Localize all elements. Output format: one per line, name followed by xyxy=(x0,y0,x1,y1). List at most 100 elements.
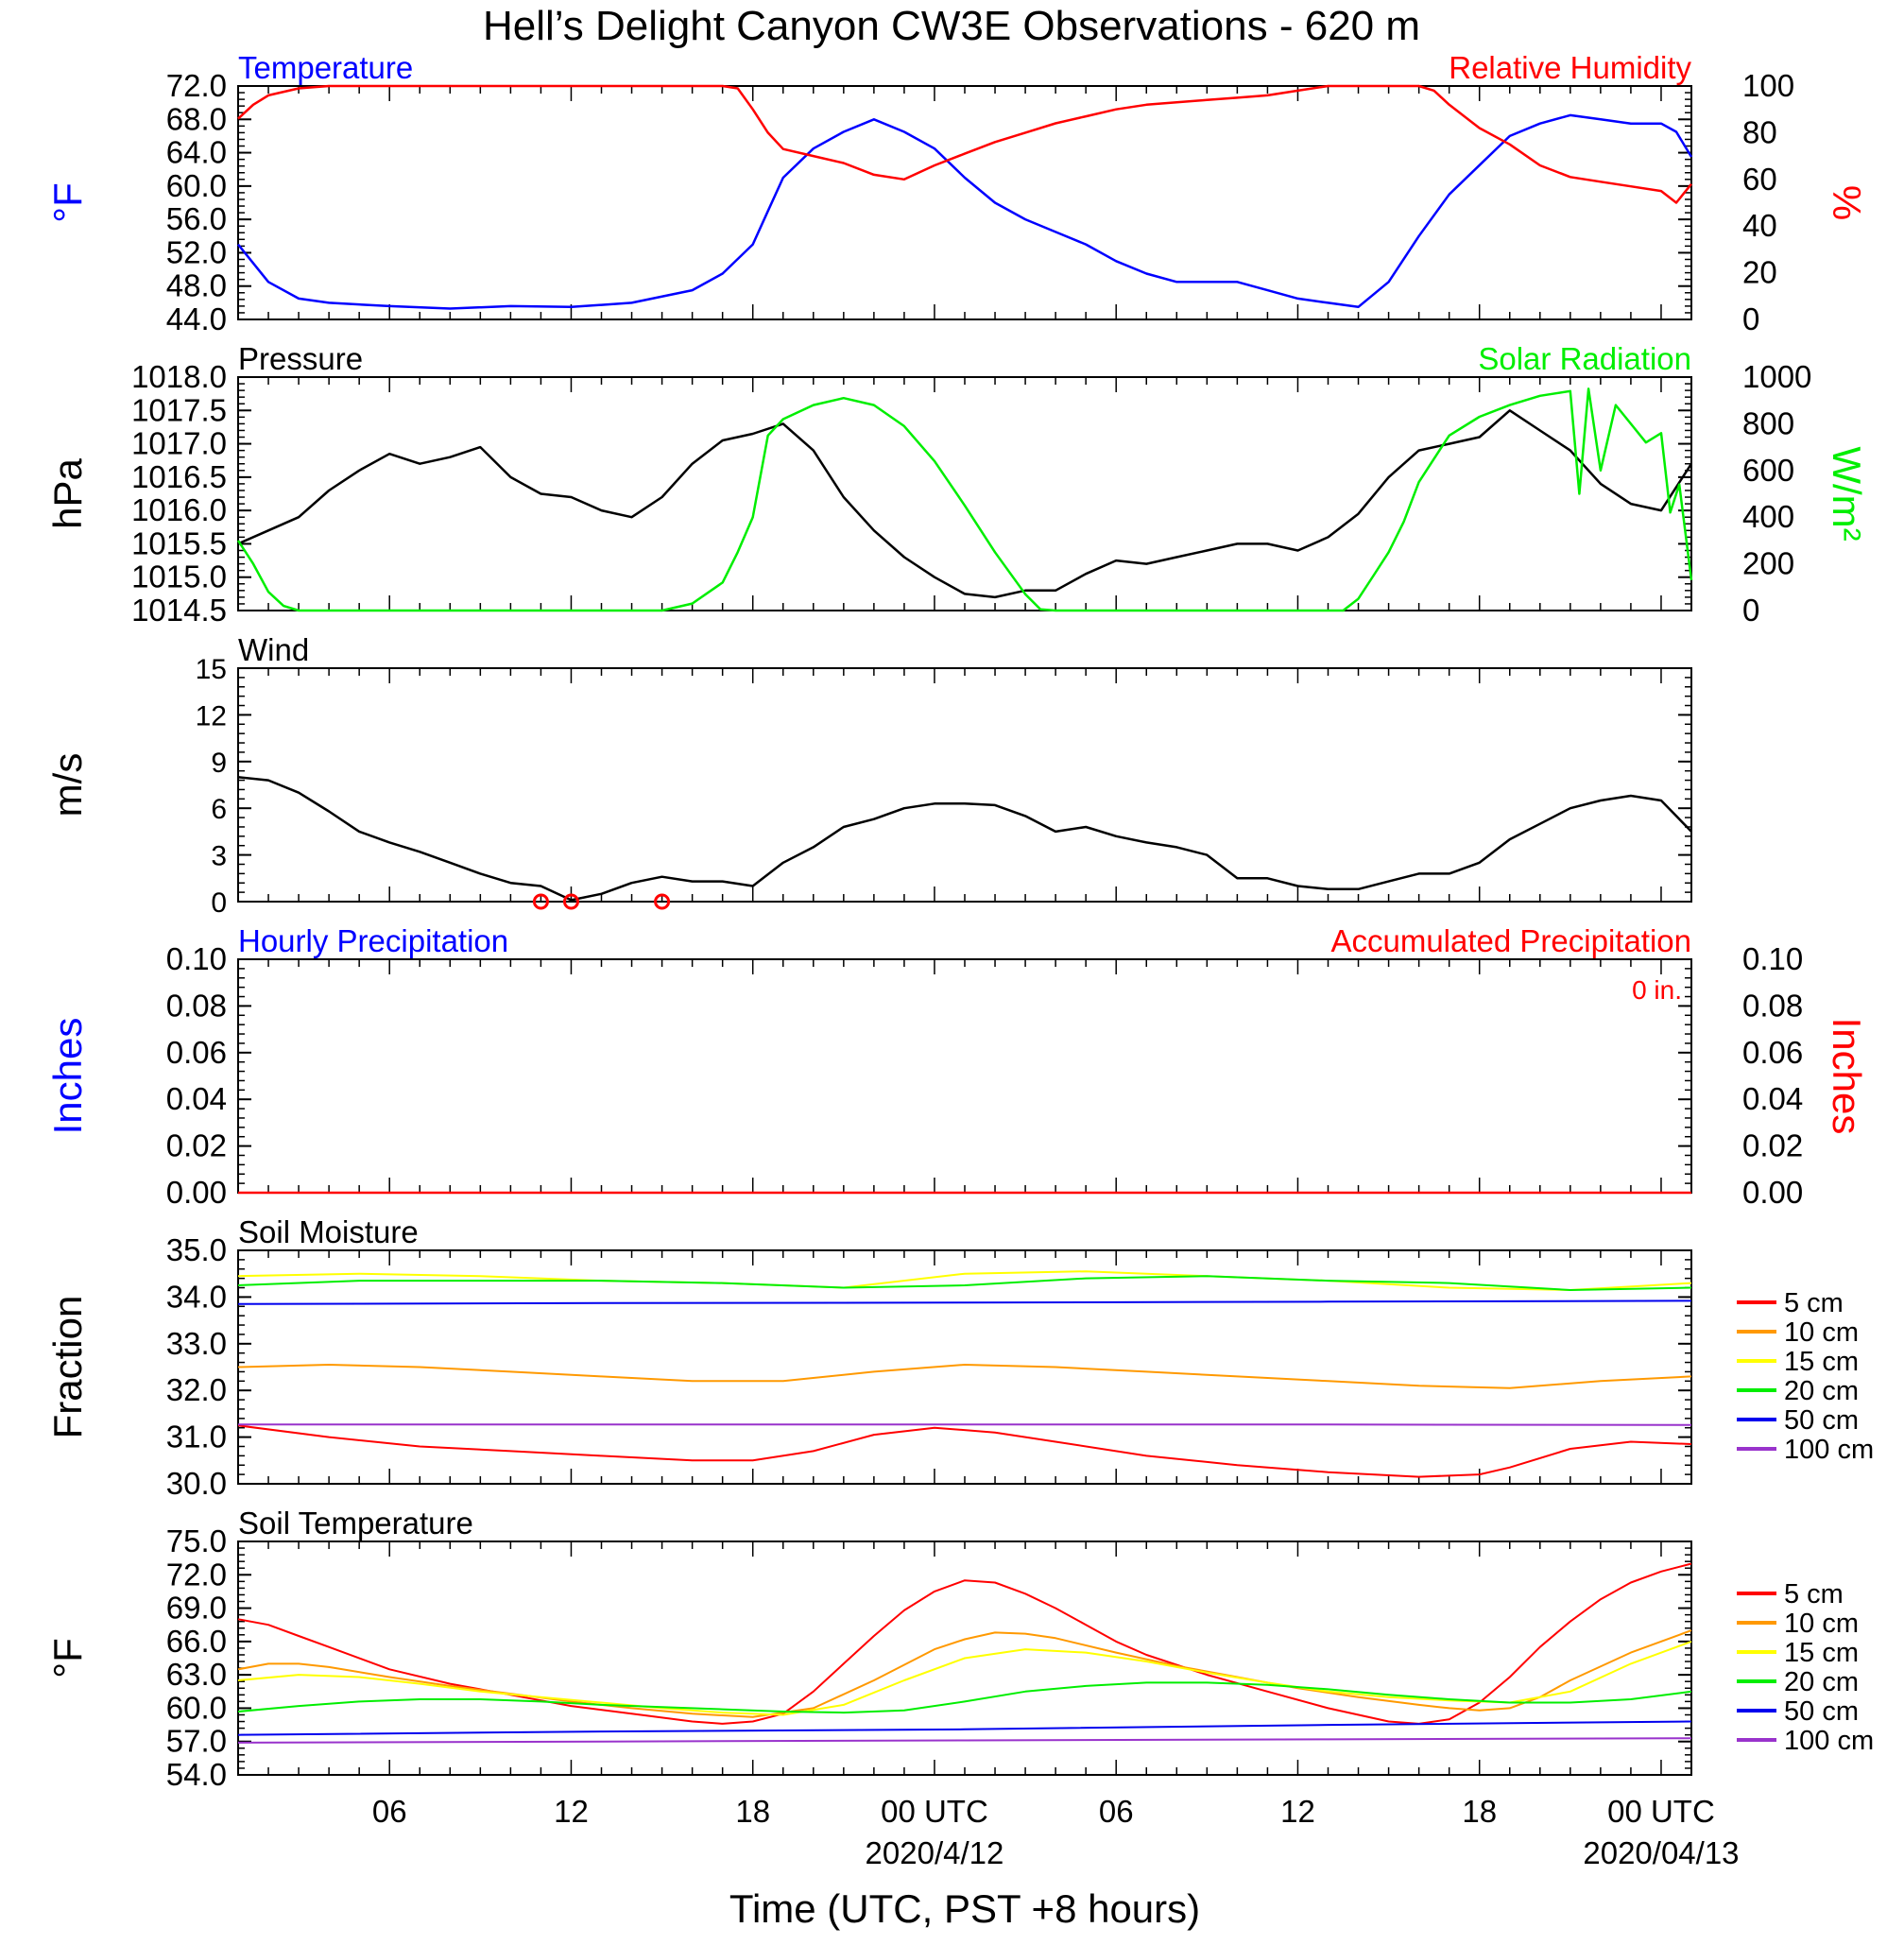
y-tick-label-left: 1014.5 xyxy=(131,593,227,628)
figure-title: Hell’s Delight Canyon CW3E Observations … xyxy=(483,3,1420,49)
y-tick-label-left: 1015.5 xyxy=(131,525,227,560)
panel-title-right: Accumulated Precipitation xyxy=(1330,923,1691,958)
y-tick-label-left: 0.08 xyxy=(166,988,227,1023)
y-axis-label-left: hPa xyxy=(45,457,90,528)
y-tick-label-right: 0.06 xyxy=(1742,1035,1803,1070)
y-tick-label-left: 48.0 xyxy=(166,268,227,303)
x-tick-label: 18 xyxy=(735,1794,770,1829)
y-axis-label-left: Inches xyxy=(45,1018,90,1135)
y-tick-label-left: 68.0 xyxy=(166,101,227,136)
legend-label: 10 cm xyxy=(1784,1317,1859,1348)
calm-wind-marker xyxy=(562,893,579,910)
x-date-label: 2020/4/12 xyxy=(866,1835,1004,1870)
y-tick-label-left: 72.0 xyxy=(166,1557,227,1592)
y-tick-label-right: 0.02 xyxy=(1742,1128,1803,1163)
panel-precip: 0.10 0.08 0.06 0.04 0.02 0.00 0.10 0.08 0.06 0.04… xyxy=(45,923,1869,1210)
y-tick-label-left: 60.0 xyxy=(166,1690,227,1725)
y-tick-label-left: 1016.0 xyxy=(131,492,227,527)
y-tick-label-right: 600 xyxy=(1742,453,1794,488)
legend-label: 5 cm xyxy=(1784,1579,1844,1609)
y-axis-label-right: W/m² xyxy=(1825,446,1869,541)
panel-frame xyxy=(237,958,1692,1194)
y-tick-label-right: 800 xyxy=(1742,405,1794,440)
y-tick-label-left: 9 xyxy=(211,748,227,779)
series-line-20-cm xyxy=(237,1681,1692,1714)
series-line-50-cm xyxy=(237,1300,1692,1305)
y-tick-label-right: 60 xyxy=(1742,162,1777,197)
panel-title-right: Relative Humidity xyxy=(1449,50,1691,85)
y-tick-label-left: 66.0 xyxy=(166,1624,227,1659)
calm-wind-marker xyxy=(532,893,549,910)
series-line-100-cm xyxy=(237,1737,1692,1744)
legend-label: 15 cm xyxy=(1784,1638,1859,1668)
y-tick-label-left: 12 xyxy=(196,700,227,732)
legend-label: 100 cm xyxy=(1784,1435,1874,1465)
y-tick-label-left: 63.0 xyxy=(166,1657,227,1692)
series-line-100-cm xyxy=(238,1423,1692,1426)
calm-wind-marker xyxy=(654,893,671,910)
y-tick-label-left: 1017.0 xyxy=(131,426,227,461)
panel-wind: 15 12 9 6 3 0 Wind m/s xyxy=(45,632,1692,919)
panel-pressure_solar: 1018.01017.51017.01016.51016.01015.51015… xyxy=(45,341,1869,628)
y-tick-label-left: 0 xyxy=(211,887,227,919)
y-tick-label-right: 40 xyxy=(1742,208,1777,243)
y-tick-label-right: 0.08 xyxy=(1742,988,1803,1023)
y-axis-label-left: m/s xyxy=(45,753,90,818)
y-tick-label-left: 72.0 xyxy=(166,68,227,103)
legend-label: 100 cm xyxy=(1784,1726,1874,1756)
legend-label: 20 cm xyxy=(1784,1667,1859,1697)
y-tick-label-left: 34.0 xyxy=(166,1279,227,1314)
y-tick-label-right: 200 xyxy=(1742,546,1794,581)
y-tick-label-left: 6 xyxy=(211,794,227,825)
y-tick-label-left: 44.0 xyxy=(166,301,227,336)
y-tick-label-right: 0.00 xyxy=(1742,1175,1803,1210)
y-tick-label-left: 57.0 xyxy=(166,1724,227,1759)
y-tick-label-right: 0 xyxy=(1742,593,1759,628)
y-tick-label-left: 0.02 xyxy=(166,1128,227,1163)
x-date-label: 2020/04/13 xyxy=(1583,1835,1739,1870)
x-axis-label: Time (UTC, PST +8 hours) xyxy=(729,1886,1200,1931)
y-tick-label-right: 0.10 xyxy=(1742,941,1803,976)
y-tick-label-left: 1017.5 xyxy=(131,392,227,427)
y-tick-label-left: 15 xyxy=(196,654,227,685)
panel-title-left: Temperature xyxy=(238,50,413,85)
series-line-solar-radiation xyxy=(236,387,1693,612)
series-line-15-cm xyxy=(237,1640,1692,1716)
x-tick-label: 12 xyxy=(554,1794,589,1829)
y-axis-label-left: °F xyxy=(45,1638,90,1678)
series-line-10-cm xyxy=(237,1629,1692,1718)
legend-label: 50 cm xyxy=(1784,1696,1859,1727)
series-line-temperature xyxy=(237,113,1693,310)
panel-title-left: Hourly Precipitation xyxy=(238,923,508,958)
y-axis-label-left: °F xyxy=(45,182,90,222)
y-tick-label-left: 0.06 xyxy=(166,1035,227,1070)
y-tick-label-right: 20 xyxy=(1742,255,1777,290)
y-tick-label-left: 56.0 xyxy=(166,201,227,236)
y-tick-label-left: 52.0 xyxy=(166,234,227,269)
panel-title-left: Wind xyxy=(238,632,309,667)
y-axis-label-right: % xyxy=(1825,185,1869,220)
y-tick-label-left: 1018.0 xyxy=(131,359,227,394)
y-tick-label-left: 32.0 xyxy=(166,1372,227,1407)
series-line-10-cm xyxy=(237,1364,1692,1389)
y-axis-label-left: Fraction xyxy=(45,1296,90,1439)
legend-label: 15 cm xyxy=(1784,1347,1859,1377)
series-line-pressure xyxy=(237,409,1693,599)
y-tick-label-left: 69.0 xyxy=(166,1591,227,1626)
series-line-20-cm xyxy=(237,1275,1692,1291)
y-tick-label-left: 0.00 xyxy=(166,1175,227,1210)
legend-label: 5 cm xyxy=(1784,1288,1844,1318)
y-tick-label-left: 35.0 xyxy=(166,1232,227,1267)
y-tick-label-left: 0.04 xyxy=(166,1081,227,1116)
series-line-5-cm xyxy=(237,1562,1692,1725)
series-line-5-cm xyxy=(237,1424,1692,1478)
panel-soil_temperature: 75.072.069.066.063.060.057.054.0 Soil Tem… xyxy=(45,1506,1874,1792)
x-tick-label: 12 xyxy=(1280,1794,1315,1829)
legend-label: 20 cm xyxy=(1784,1376,1859,1406)
y-tick-label-left: 30.0 xyxy=(166,1466,227,1501)
y-tick-label-left: 33.0 xyxy=(166,1326,227,1361)
panel-title-right: Solar Radiation xyxy=(1478,341,1691,376)
y-tick-label-left: 64.0 xyxy=(166,135,227,170)
panel-title-left: Soil Moisture xyxy=(238,1214,419,1249)
